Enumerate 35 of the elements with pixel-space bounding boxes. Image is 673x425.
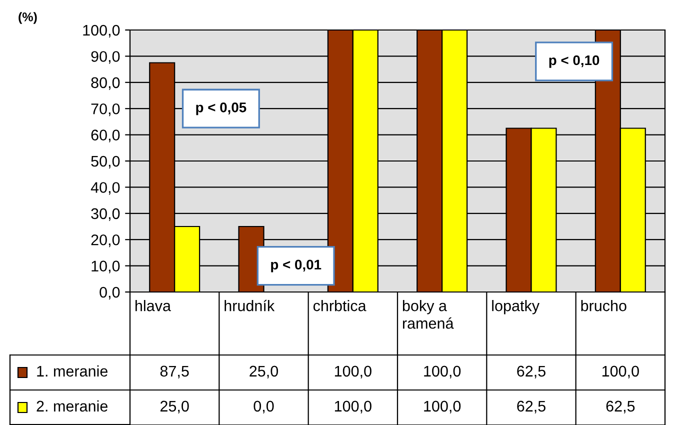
y-tick-label: 90,0	[91, 51, 120, 64]
data-label: 100,0	[334, 400, 372, 414]
data-label: 62,5	[606, 400, 635, 414]
data-label: 100,0	[424, 366, 461, 378]
x-tick-label: hrudník	[224, 300, 275, 312]
annotation: p < 0,10	[549, 55, 600, 68]
data-label: 100,0	[334, 366, 372, 378]
annotation: p < 0,01	[271, 260, 322, 272]
data-label: 100,0	[602, 366, 639, 378]
y-tick-label: 40,0	[90, 182, 120, 195]
y-tick-label: 0,0	[100, 286, 120, 300]
data-label: 25,0	[250, 366, 278, 378]
y-tick-label: 60,0	[91, 130, 120, 142]
y-tick-label: 80,0	[91, 77, 120, 90]
x-tick-label: boky a ramená	[402, 300, 454, 329]
data-label: 62,5	[517, 400, 546, 414]
data-label: 87,5	[160, 366, 189, 378]
annotation: p < 0,05	[196, 102, 246, 116]
x-tick-label: hlava	[136, 300, 171, 312]
data-label: 100,0	[424, 400, 461, 414]
x-tick-label: lopatky	[492, 300, 540, 314]
x-tick-label: brucho	[581, 300, 626, 312]
data-label: 0,0	[254, 400, 274, 414]
y-tick-label: 100,0	[83, 24, 120, 38]
data-label: 25,0	[160, 400, 189, 414]
legend-label: 1. meranie	[37, 365, 108, 377]
y-tick-label: 20,0	[91, 234, 120, 248]
y-tick-label: 50,0	[91, 156, 120, 168]
legend-label: 2. meranie	[36, 400, 108, 412]
x-tick-label: chrbtica	[313, 300, 366, 312]
y-tick-label: 10,0	[92, 260, 120, 274]
y-tick-label: 30,0	[91, 208, 120, 221]
data-label: 62,5	[517, 366, 546, 378]
y-axis-title: (%)	[18, 12, 37, 24]
y-tick-label: 70,0	[91, 103, 120, 116]
